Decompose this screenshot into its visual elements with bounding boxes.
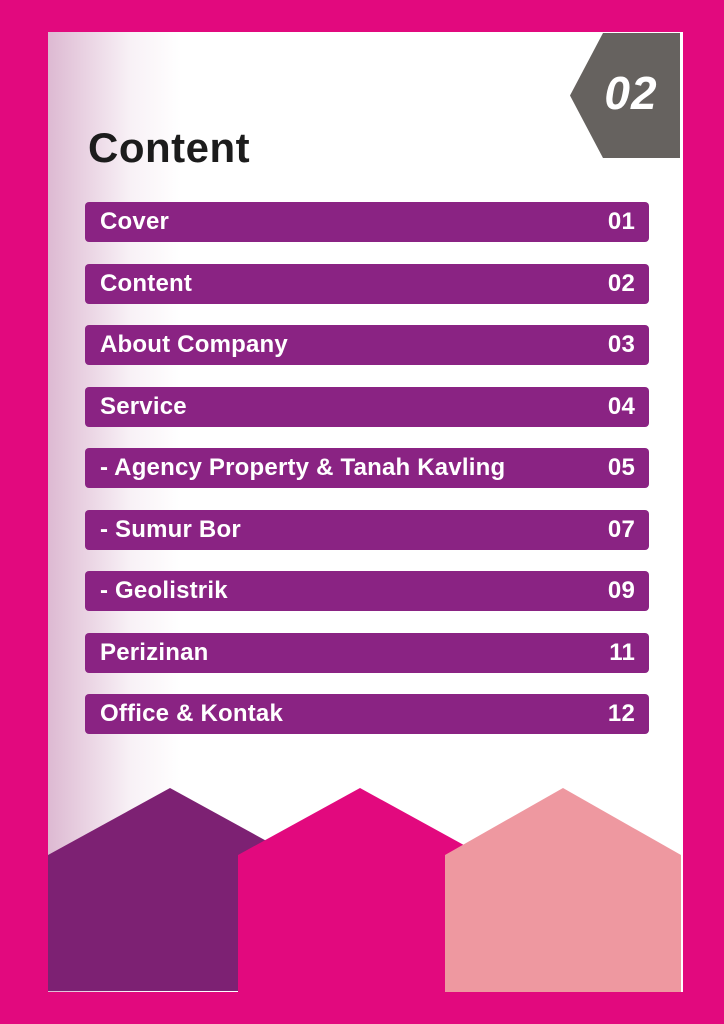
toc-row-cover: Cover 01 bbox=[85, 202, 649, 242]
toc-row-office-kontak: Office & Kontak 12 bbox=[85, 694, 649, 734]
toc-row-label: Cover bbox=[100, 208, 170, 235]
toc-row-page: 12 bbox=[607, 700, 635, 727]
toc-row-label: Service bbox=[100, 392, 187, 420]
toc-row-geolistrik: - Geolistrik 09 bbox=[85, 571, 649, 611]
toc-row-agency-property: - Agency Property & Tanah Kavling 05 bbox=[85, 448, 649, 488]
toc-row-label: Perizinan bbox=[100, 638, 209, 666]
toc-row-sumur-bor: - Sumur Bor 07 bbox=[85, 509, 649, 550]
purple-house-shape bbox=[48, 788, 292, 991]
toc-row-page: 05 bbox=[607, 454, 635, 481]
page-number: 02 bbox=[604, 66, 658, 119]
toc-row-perizinan: Perizinan 11 bbox=[85, 632, 649, 673]
toc-row-label: Office & Kontak bbox=[100, 700, 284, 727]
toc-row-page: 11 bbox=[609, 638, 635, 666]
light-pink-house-shape bbox=[445, 788, 681, 992]
toc-row-page: 01 bbox=[607, 208, 635, 235]
toc-row-service: Service 04 bbox=[85, 386, 649, 427]
toc-row-label: Content bbox=[100, 269, 193, 297]
toc-row-page: 03 bbox=[607, 331, 635, 358]
toc-list: Cover 01 Content 02 About Company 03 Ser… bbox=[85, 202, 649, 734]
toc-row-page: 04 bbox=[607, 392, 635, 420]
toc-row-label: - Sumur Bor bbox=[100, 515, 241, 543]
pink-house-shape bbox=[238, 788, 482, 1024]
toc-row-label: About Company bbox=[100, 331, 288, 358]
toc-row-label: - Geolistrik bbox=[100, 577, 228, 604]
toc-row-label: - Agency Property & Tanah Kavling bbox=[100, 454, 506, 481]
toc-row-page: 09 bbox=[607, 577, 635, 604]
page-title: Content bbox=[88, 124, 251, 171]
toc-row-about-company: About Company 03 bbox=[85, 325, 649, 365]
toc-row-page: 02 bbox=[607, 269, 635, 297]
toc-row-page: 07 bbox=[607, 515, 635, 543]
toc-row-content: Content 02 bbox=[85, 263, 649, 304]
